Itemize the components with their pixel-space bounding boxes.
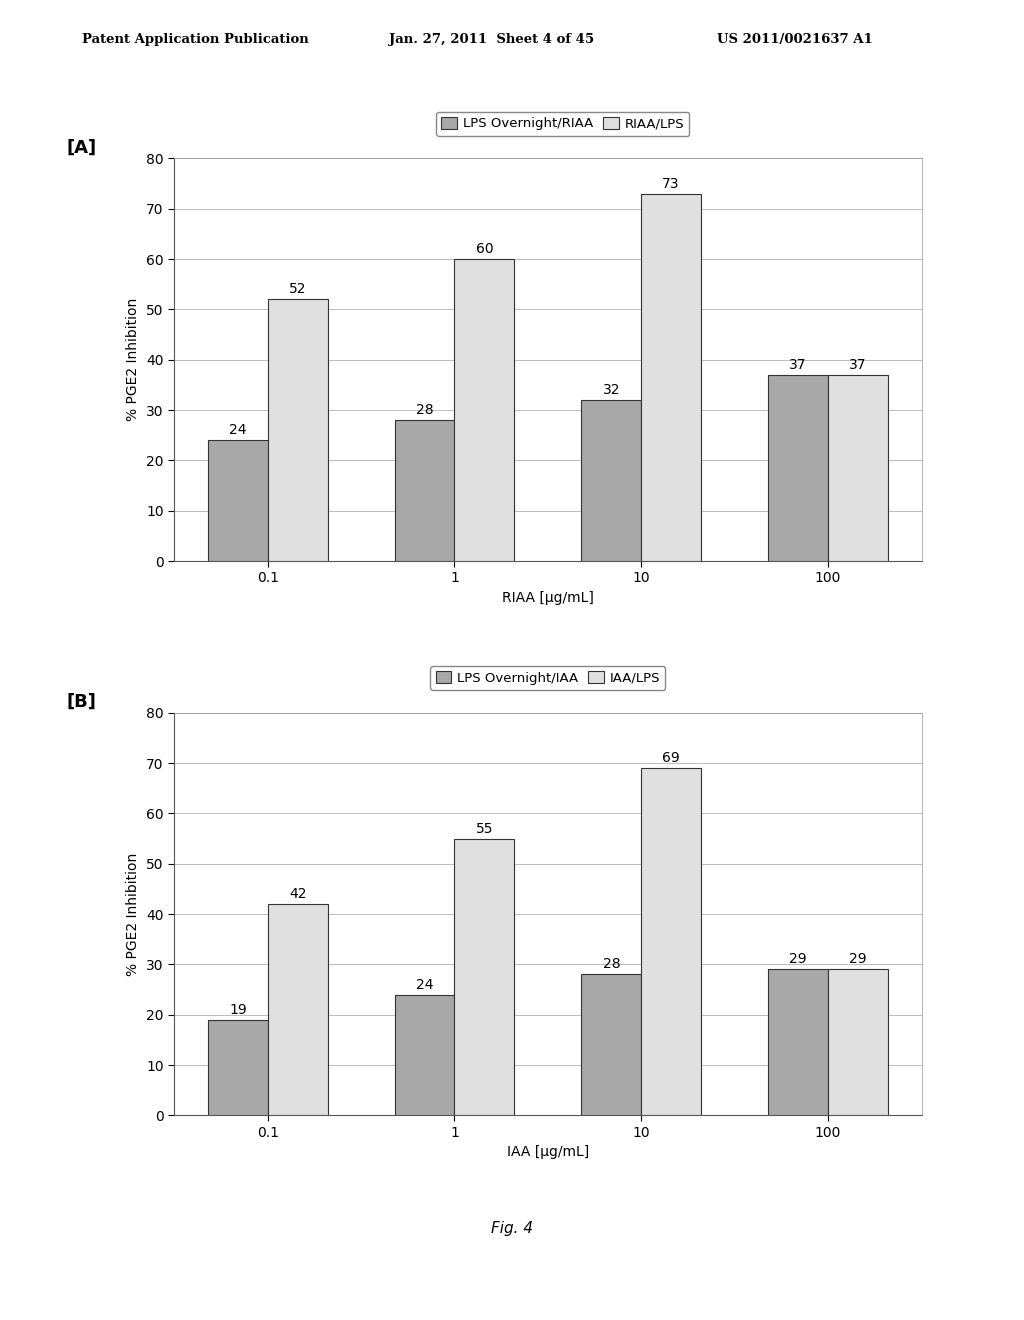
Text: [B]: [B] <box>67 693 96 711</box>
Text: [A]: [A] <box>67 139 96 157</box>
Bar <box>768 375 827 561</box>
Bar <box>208 441 268 561</box>
Text: 37: 37 <box>790 358 807 372</box>
Text: 19: 19 <box>229 1003 247 1016</box>
Text: 37: 37 <box>849 358 866 372</box>
Text: Fig. 4: Fig. 4 <box>490 1221 534 1236</box>
Text: 32: 32 <box>602 383 621 397</box>
Bar <box>394 420 455 561</box>
Legend: LPS Overnight/RIAA, RIAA/LPS: LPS Overnight/RIAA, RIAA/LPS <box>436 112 689 136</box>
Text: 69: 69 <box>663 751 680 766</box>
X-axis label: IAA [μg/mL]: IAA [μg/mL] <box>507 1146 589 1159</box>
Text: Patent Application Publication: Patent Application Publication <box>82 33 308 46</box>
Bar <box>208 1020 268 1115</box>
Text: Jan. 27, 2011  Sheet 4 of 45: Jan. 27, 2011 Sheet 4 of 45 <box>389 33 594 46</box>
Text: US 2011/0021637 A1: US 2011/0021637 A1 <box>717 33 872 46</box>
Bar <box>827 969 888 1115</box>
Text: 52: 52 <box>289 282 306 296</box>
Bar <box>768 969 827 1115</box>
Bar <box>268 300 328 561</box>
Bar <box>268 904 328 1115</box>
Text: 60: 60 <box>475 242 494 256</box>
Text: 28: 28 <box>602 957 621 972</box>
Y-axis label: % PGE2 Inhibition: % PGE2 Inhibition <box>127 853 140 975</box>
Bar <box>582 974 641 1115</box>
Bar <box>827 375 888 561</box>
Text: 29: 29 <box>790 953 807 966</box>
Text: 73: 73 <box>663 177 680 190</box>
Text: 28: 28 <box>416 403 433 417</box>
Bar <box>582 400 641 561</box>
Bar <box>455 838 514 1115</box>
Y-axis label: % PGE2 Inhibition: % PGE2 Inhibition <box>127 298 140 421</box>
X-axis label: RIAA [μg/mL]: RIAA [μg/mL] <box>502 591 594 605</box>
Text: 55: 55 <box>475 821 494 836</box>
Text: 24: 24 <box>229 424 247 437</box>
Text: 24: 24 <box>416 978 433 991</box>
Bar <box>455 259 514 561</box>
Legend: LPS Overnight/IAA, IAA/LPS: LPS Overnight/IAA, IAA/LPS <box>430 667 666 690</box>
Bar <box>641 194 701 561</box>
Text: 42: 42 <box>289 887 306 902</box>
Bar <box>394 995 455 1115</box>
Bar <box>641 768 701 1115</box>
Text: 29: 29 <box>849 953 866 966</box>
